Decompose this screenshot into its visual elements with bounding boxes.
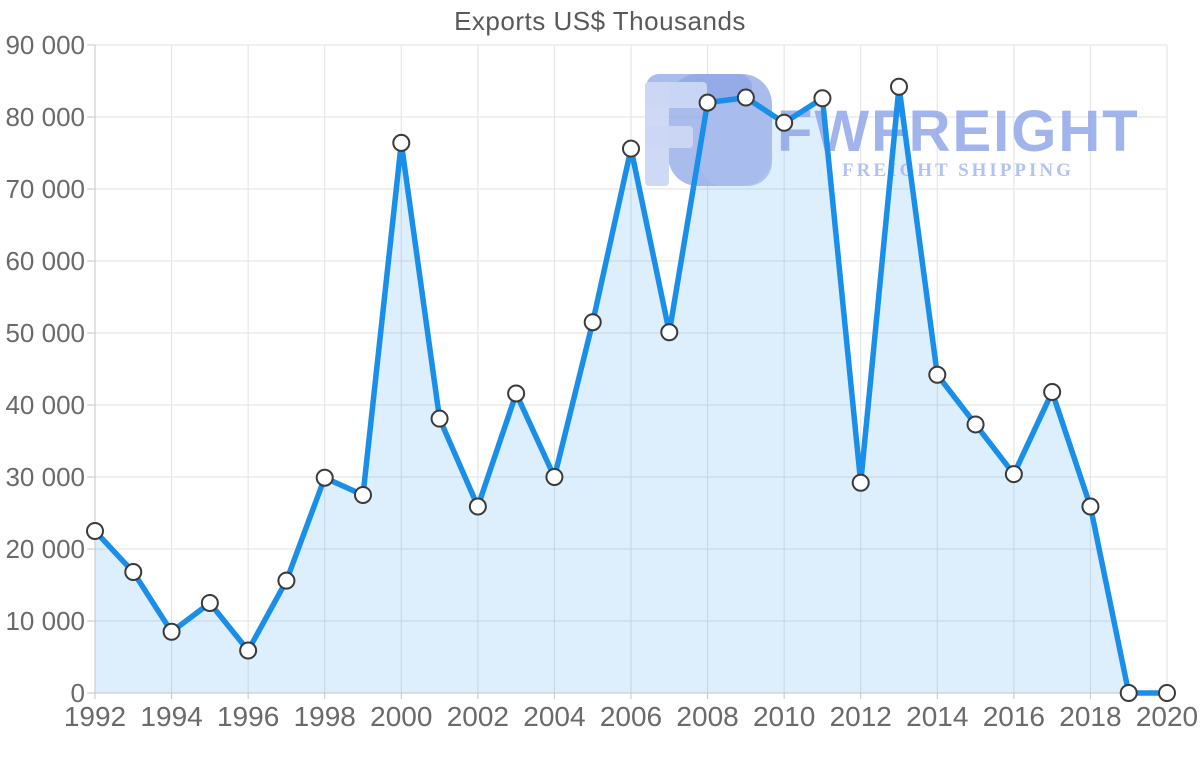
x-axis-label: 2008 xyxy=(676,701,738,732)
x-axis-label: 2010 xyxy=(753,701,815,732)
data-point-1998[interactable] xyxy=(315,468,334,487)
data-point-2019[interactable] xyxy=(1119,684,1138,702)
axes xyxy=(87,44,1168,694)
y-axis-label: 30 000 xyxy=(5,462,85,492)
x-axis-label: 2016 xyxy=(983,701,1045,732)
data-point-1995[interactable] xyxy=(200,594,219,612)
x-axis-labels: 1992 1994 1996 1998 2000 2002 2004 2006 2008 2010… xyxy=(64,701,1198,732)
y-axis-label: 60 000 xyxy=(5,246,85,276)
data-point-2005[interactable] xyxy=(583,313,602,332)
data-point-2018[interactable] xyxy=(1081,497,1100,516)
x-axis-label: 2012 xyxy=(830,701,892,732)
data-point-2002[interactable] xyxy=(468,497,487,516)
y-axis-label: 70 000 xyxy=(5,174,85,204)
data-point-2013[interactable] xyxy=(890,77,908,96)
data-point-2001[interactable] xyxy=(430,409,449,428)
y-axis-label: 50 000 xyxy=(5,318,85,348)
x-axis-label: 2018 xyxy=(1059,701,1121,732)
x-axis-label: 1996 xyxy=(217,701,279,732)
x-axis-label: 2002 xyxy=(447,701,509,732)
data-point-2008[interactable] xyxy=(698,93,717,112)
data-point-2004[interactable] xyxy=(545,468,564,486)
y-axis-label: 20 000 xyxy=(5,534,85,564)
data-point-2012[interactable] xyxy=(851,473,870,492)
data-point-2006[interactable] xyxy=(622,139,640,158)
data-point-2009[interactable] xyxy=(736,88,755,107)
data-point-1997[interactable] xyxy=(277,571,296,590)
x-axis-label: 1998 xyxy=(294,701,356,732)
y-axis-label: 90 000 xyxy=(5,30,85,60)
y-axis-label: 10 000 xyxy=(5,606,85,636)
data-point-2016[interactable] xyxy=(1004,465,1023,484)
data-point-2010[interactable] xyxy=(775,113,794,132)
y-axis-label: 80 000 xyxy=(5,102,85,132)
data-point-1996[interactable] xyxy=(239,641,258,660)
data-point-2007[interactable] xyxy=(660,323,679,342)
x-axis-label: 2000 xyxy=(370,701,432,732)
x-axis-label: 2004 xyxy=(523,701,585,732)
data-point-2003[interactable] xyxy=(507,384,526,403)
data-point-2014[interactable] xyxy=(928,365,947,384)
data-points xyxy=(86,77,1176,702)
y-axis-labels: 0 10 000 20 000 30 000 40 000 50 000 60 000 70 … xyxy=(5,30,85,708)
x-axis-label: 1994 xyxy=(140,701,202,732)
data-point-2000[interactable] xyxy=(392,133,411,152)
data-point-1999[interactable] xyxy=(354,486,372,504)
data-point-2020[interactable] xyxy=(1158,684,1176,702)
y-axis-label: 0 xyxy=(71,678,85,708)
watermark-logo-icon xyxy=(645,74,772,186)
data-point-1994[interactable] xyxy=(162,622,181,641)
x-axis-label: 1992 xyxy=(64,701,126,732)
y-axis-label: 40 000 xyxy=(5,390,85,420)
x-axis-label: 2020 xyxy=(1136,701,1198,732)
data-point-1992[interactable] xyxy=(86,522,104,540)
chart-title: Exports US$ Thousands xyxy=(454,6,746,36)
x-axis-label: 2006 xyxy=(600,701,662,732)
data-point-2015[interactable] xyxy=(966,415,985,434)
watermark-subtitle: FREIGHT SHIPPING xyxy=(842,160,1074,181)
data-point-2017[interactable] xyxy=(1043,383,1062,402)
data-point-2011[interactable] xyxy=(813,89,832,108)
data-point-1993[interactable] xyxy=(124,563,143,582)
series-area-fill xyxy=(95,86,1167,693)
watermark-title: FWFREIGHT xyxy=(777,99,1140,164)
x-axis-label: 2014 xyxy=(906,701,968,732)
